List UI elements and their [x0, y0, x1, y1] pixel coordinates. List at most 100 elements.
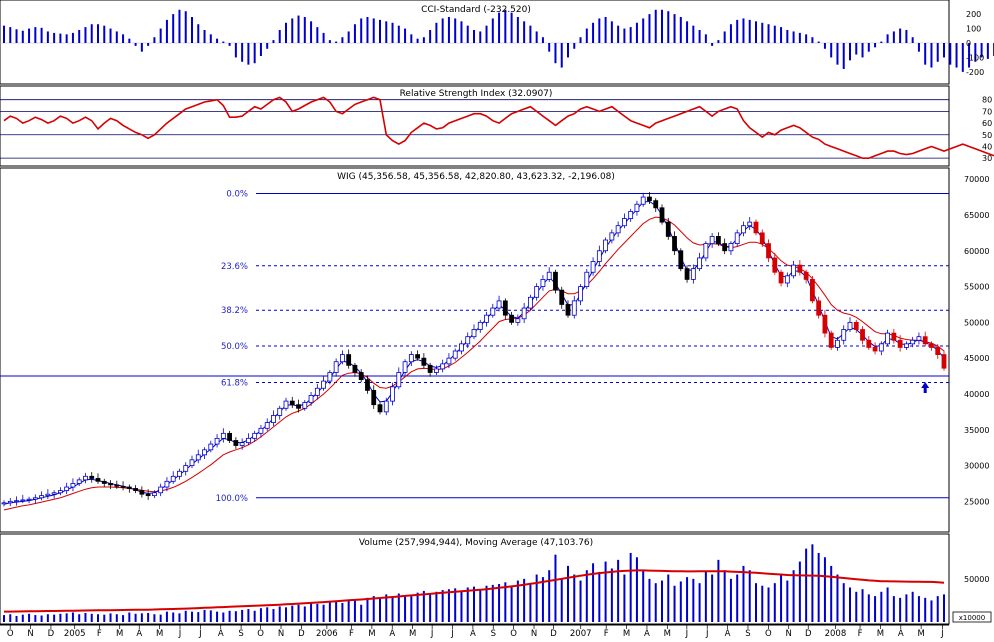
candle-body: [220, 432, 226, 439]
candle-body: [941, 354, 947, 369]
volume-multiplier: x10000: [959, 614, 985, 622]
cci-bar: [454, 18, 457, 43]
cci-bar: [661, 9, 663, 43]
cci-bar: [485, 25, 488, 43]
candle-body: [239, 442, 245, 446]
candle-body: [89, 475, 95, 479]
cci-bar: [541, 37, 544, 43]
volume-bar: [241, 609, 244, 622]
rsi-y-tick-label: 30: [982, 154, 992, 163]
candle-body: [151, 492, 157, 497]
cci-bar: [748, 19, 751, 43]
candle-body: [95, 478, 101, 482]
volume-bar: [623, 574, 626, 622]
cci-bar: [598, 18, 601, 43]
volume-bar: [78, 614, 81, 622]
cci-bar: [291, 18, 294, 43]
cci-bar: [153, 37, 156, 43]
volume-bar: [817, 552, 820, 622]
x-tick-label: O: [510, 629, 517, 638]
volume-bar: [128, 612, 131, 622]
volume-bar: [867, 594, 870, 622]
x-tick-label: O: [765, 629, 772, 638]
candle-body: [496, 300, 502, 309]
volume-bar: [830, 565, 833, 622]
cci-bar: [679, 17, 682, 43]
volume-bar: [635, 557, 638, 622]
cci-bar: [416, 38, 419, 43]
volume-bar: [97, 614, 99, 622]
cci-bar: [40, 27, 43, 43]
cci-bar: [673, 14, 676, 43]
volume-bar: [711, 574, 714, 622]
cci-bar: [886, 34, 889, 43]
rsi-y-tick-label: 50: [982, 131, 992, 140]
volume-bar: [723, 570, 726, 622]
candle-body: [578, 286, 583, 302]
cci-bar: [285, 22, 287, 43]
cci-bar: [216, 38, 219, 43]
volume-bar: [84, 612, 87, 622]
volume-bar: [617, 559, 620, 622]
candle-body: [214, 437, 220, 445]
cci-bar: [823, 43, 826, 49]
cci-y-tick-label: 200: [966, 10, 981, 19]
price-y-tick-label: 40000: [964, 390, 989, 399]
cci-bar: [911, 37, 914, 43]
candle-body: [772, 257, 778, 273]
volume-bar: [579, 580, 582, 622]
x-tick-label: S: [491, 629, 496, 638]
candle-body: [245, 437, 251, 444]
price-y-tick-label: 45000: [964, 354, 989, 363]
volume-bar: [567, 565, 569, 622]
candle-body: [885, 332, 890, 345]
volume-bar: [234, 611, 237, 622]
candle-body: [540, 278, 546, 287]
volume-bar: [122, 615, 125, 622]
volume-y-tick-label: 50000: [964, 575, 989, 584]
x-tick-label: 2006: [316, 629, 338, 638]
cci-bar: [554, 43, 557, 64]
cci-bar: [792, 31, 795, 43]
candle-body: [784, 275, 790, 284]
volume-bar: [742, 565, 745, 622]
cci-bar: [366, 17, 369, 43]
candle-body: [553, 271, 558, 291]
x-tick-label: F: [97, 629, 102, 638]
cci-bar: [379, 19, 381, 43]
candle-body: [797, 264, 803, 273]
candle-body: [741, 225, 746, 234]
x-tick-label: M: [116, 629, 123, 638]
fibonacci-label: 61.8%: [221, 379, 248, 389]
cci-bar: [686, 21, 689, 43]
cci-bar: [974, 43, 977, 62]
rsi-y-tick-label: 60: [982, 119, 992, 128]
candle-body: [440, 363, 446, 370]
candle-body: [653, 200, 659, 209]
cci-bar: [830, 43, 833, 58]
cci-bar: [880, 41, 883, 43]
candle-body: [922, 336, 928, 345]
candle-body: [45, 493, 51, 497]
volume-bar: [103, 614, 106, 622]
x-tick-label: A: [136, 629, 142, 638]
volume-bar: [115, 614, 118, 622]
volume-bar: [780, 574, 783, 622]
candle-body: [64, 486, 70, 492]
volume-bar: [441, 590, 444, 622]
candle-body: [408, 354, 414, 363]
x-tick-label: J: [940, 629, 944, 638]
cci-bar: [259, 43, 262, 56]
candle-body: [195, 454, 201, 461]
volume-bar: [911, 591, 914, 622]
x-tick-label: N: [27, 629, 33, 638]
volume-bar: [473, 586, 475, 622]
x-tick-label: J: [430, 629, 434, 638]
x-tick-label: F: [349, 629, 354, 638]
volume-bar: [253, 610, 256, 622]
cci-bar: [535, 31, 538, 43]
candle-body: [515, 318, 521, 323]
candle-body: [860, 329, 865, 341]
x-tick-label: O: [7, 629, 14, 638]
x-tick-label: M: [877, 629, 884, 638]
